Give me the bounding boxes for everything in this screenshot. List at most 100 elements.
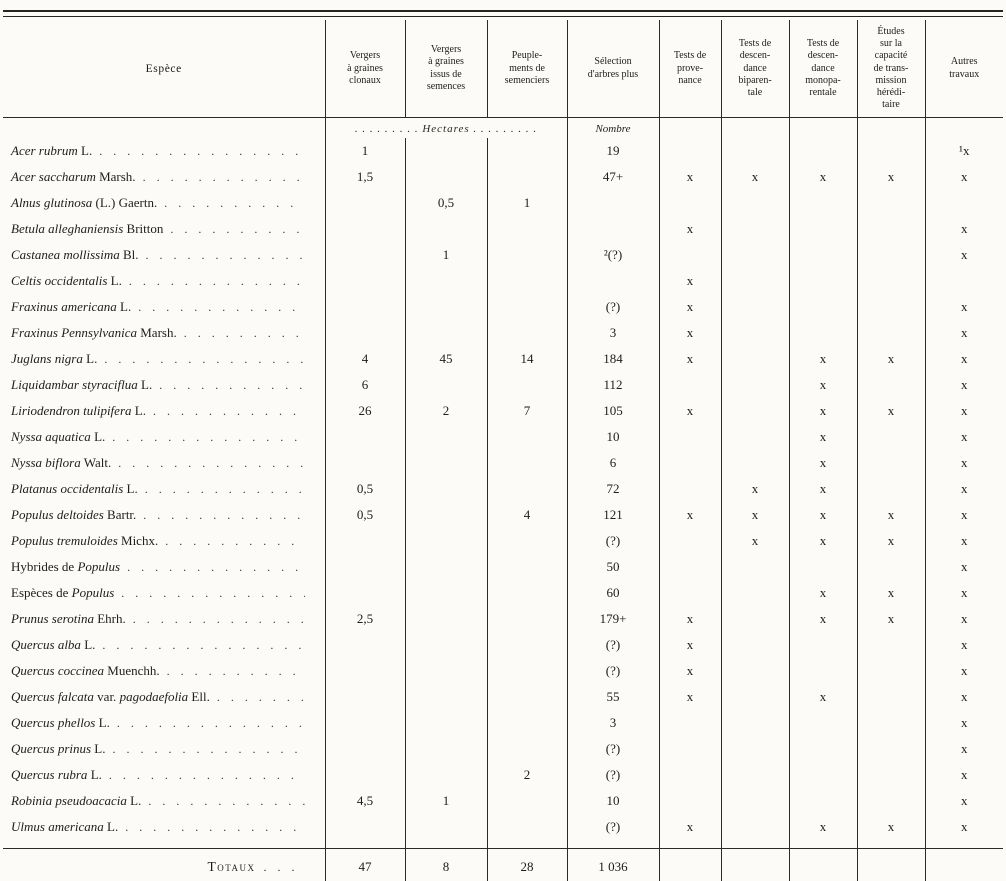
table-row: Castanea mollissima Bl. . . . . . . . . .… [3, 242, 1003, 269]
value-cell [404, 502, 487, 529]
value-cell: 14 [486, 346, 567, 373]
species-cell: Quercus phellos L. . . . . . . . . . . . … [3, 710, 325, 736]
species-cell: Espèces de Populus . . . . . . . . . . . … [3, 580, 325, 606]
value-cell [404, 372, 487, 399]
value-cell [720, 450, 789, 477]
value-cell [720, 606, 789, 633]
dot-leader: . . . . . . . . . . . . . . . . . . . . … [99, 144, 304, 159]
value-cell [856, 450, 925, 477]
table-row: Robinia pseudoacacia L. . . . . . . . . .… [3, 788, 1003, 815]
value-cell [324, 190, 405, 217]
value-cell: x [658, 502, 721, 529]
value-cell: x [856, 528, 925, 555]
value-cell [486, 580, 567, 607]
value-cell [324, 554, 405, 581]
table-row: Fraxinus americana L. . . . . . . . . . .… [3, 294, 1003, 321]
value-cell [788, 632, 857, 659]
value-cell [720, 788, 789, 815]
species-cell: Castanea mollissima Bl. . . . . . . . . .… [3, 242, 325, 268]
value-cell [856, 242, 925, 269]
value-cell: 3 [566, 710, 659, 737]
dot-leader: . . . . . . . . . . . . . . . . . . . . … [112, 430, 304, 445]
value-cell [658, 762, 721, 789]
value-cell: 0,5 [324, 476, 405, 503]
table-row: Prunus serotina Ehrh. . . . . . . . . . .… [3, 606, 1003, 633]
value-cell [856, 190, 925, 217]
species-name: Platanus occidentalis L. [11, 481, 138, 497]
species-name: Quercus rubra L. [11, 767, 102, 783]
value-cell: x [658, 658, 721, 685]
value-cell [404, 736, 487, 763]
value-cell: x [788, 398, 857, 425]
dot-leader: . . . . . . . . . . . . . . . . . . . . … [128, 274, 305, 289]
value-cell [324, 424, 405, 451]
value-cell: 184 [566, 346, 659, 373]
species-cell: Quercus prinus L. . . . . . . . . . . . .… [3, 736, 325, 762]
dot-leader: . . . . . . . . . . . . . . . . . . . . … [108, 768, 305, 783]
table-row: Betula alleghaniensis Britton . . . . . .… [3, 216, 1003, 243]
value-cell: x [658, 814, 721, 849]
table-row: Nyssa biflora Walt. . . . . . . . . . . .… [3, 450, 1003, 477]
units-empty-cell [924, 117, 1003, 139]
value-cell: 72 [566, 476, 659, 503]
value-cell: x [924, 606, 1003, 633]
totals-label-cell: Totaux . . . [3, 848, 325, 881]
value-cell: (?) [566, 294, 659, 321]
value-cell: x [720, 502, 789, 529]
value-cell: (?) [566, 632, 659, 659]
value-cell [404, 424, 487, 451]
value-cell [788, 268, 857, 295]
totals-value-cell: 47 [324, 848, 405, 881]
value-cell: x [788, 450, 857, 477]
dot-leader: . . . . . . . . . . . . . . . . . . . . … [143, 508, 305, 523]
top-border-rule [3, 10, 1003, 17]
value-cell: x [788, 476, 857, 503]
species-cell: Celtis occidentalis L. . . . . . . . . . … [3, 268, 325, 294]
value-cell: 112 [566, 372, 659, 399]
value-cell [486, 294, 567, 321]
value-cell [788, 788, 857, 815]
value-cell: x [924, 398, 1003, 425]
column-header-tests-descendance-monoparentale: Tests de descen- dance monopa- rentale [788, 20, 857, 119]
value-cell: x [924, 242, 1003, 269]
value-cell [856, 788, 925, 815]
value-cell [404, 554, 487, 581]
totals-value-cell [856, 848, 925, 881]
totals-value-cell [924, 848, 1003, 881]
table-row: Populus tremuloides Michx. . . . . . . . … [3, 528, 1003, 555]
value-cell [924, 190, 1003, 217]
dot-leader: . . . . . . . . . . . . . . . . . . . . … [125, 820, 304, 835]
species-cell: Quercus falcata var. pagodaefolia Ell. . … [3, 684, 325, 710]
table-row: Alnus glutinosa (L.) Gaertn. . . . . . . … [3, 190, 1003, 217]
value-cell [720, 736, 789, 763]
species-name: Nyssa biflora Walt. [11, 455, 112, 471]
value-cell [404, 216, 487, 243]
value-cell [658, 736, 721, 763]
value-cell [720, 242, 789, 269]
value-cell: x [788, 684, 857, 711]
value-cell: (?) [566, 814, 659, 849]
value-cell [856, 554, 925, 581]
species-name: Alnus glutinosa (L.) Gaertn. [11, 195, 158, 211]
value-cell [856, 294, 925, 321]
dot-leader: . . . . . . . . . . . . . . . . . . . . … [145, 248, 305, 263]
value-cell [658, 528, 721, 555]
value-cell: 1,5 [324, 164, 405, 191]
value-cell: 2 [404, 398, 487, 425]
value-cell [324, 710, 405, 737]
value-cell [720, 138, 789, 165]
value-cell: 10 [566, 788, 659, 815]
units-empty-cell [856, 117, 925, 139]
value-cell [658, 424, 721, 451]
table-row: Ulmus americana L. . . . . . . . . . . . … [3, 814, 1003, 849]
value-cell [486, 684, 567, 711]
value-cell: x [924, 788, 1003, 815]
dot-leader: . . . . . . . . . . . . . . . . . . . . … [159, 378, 304, 393]
value-cell: 121 [566, 502, 659, 529]
value-cell: x [788, 606, 857, 633]
value-cell: x [924, 658, 1003, 685]
species-cell: Juglans nigra L. . . . . . . . . . . . . … [3, 346, 325, 372]
value-cell [720, 684, 789, 711]
value-cell: (?) [566, 762, 659, 789]
